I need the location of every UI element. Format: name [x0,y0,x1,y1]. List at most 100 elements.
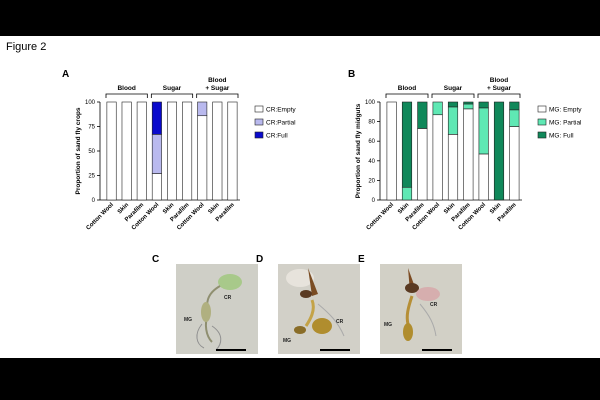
x-tick-label: Skin [397,202,410,215]
bar-segment [463,103,474,110]
bar-segment [493,101,505,201]
bar-segment [151,173,162,201]
bar-segment [432,101,443,116]
bar-segment [197,115,208,201]
micrograph-d: CR MG [278,264,360,354]
x-tick-label: Skin [117,202,130,215]
y-tick-label: 60 [368,139,375,145]
annotation-mg-e: MG [384,322,393,328]
group-label: Blood [208,77,226,84]
y-tick-label: 0 [92,198,96,204]
bar-segment [447,101,459,108]
x-tick-label: Skin [162,202,175,215]
bar-segment [417,128,428,201]
y-tick-label: 75 [88,125,95,131]
y-tick-label: 100 [85,100,96,106]
annotation-mg-d: MG [283,338,292,344]
micrograph-c: CR MG [176,264,258,354]
group-label: Blood [117,85,135,92]
legend-label: MG: Full [549,133,574,140]
figure-title: Figure 2 [6,41,47,53]
y-tick-label: 50 [88,149,95,155]
group-label: Sugar [163,85,182,92]
group-bracket [196,93,239,98]
y-axis-label: Proportion of sand fly midguts [355,103,362,198]
annotation-cr-e: CR [430,302,438,308]
bar-segment [463,108,474,201]
x-tick-label: Skin [208,202,221,215]
legend-swatch [537,118,547,126]
bar-segment [182,101,193,201]
bar-segment [478,107,489,155]
bar-segment [151,134,162,174]
x-tick-label: Skin [443,202,456,215]
scale-bar-c [216,349,246,351]
bar-segment [432,114,443,201]
bar-segment [197,101,208,117]
y-tick-label: 25 [88,174,95,180]
y-tick-label: 40 [368,159,375,165]
panel-label: A [62,69,69,80]
annotation-mg-c: MG [184,317,193,323]
panel-label-d: D [256,254,264,265]
legend-swatch [537,131,547,139]
legend-label: MG: Empty [549,107,582,114]
group-bracket [431,93,475,98]
bar-segment [167,101,177,201]
legend-swatch [254,118,264,126]
y-tick-label: 100 [365,100,376,106]
bar-segment [509,101,520,111]
y-axis-label: Proportion of sand fly crops [75,107,82,194]
y-tick-label: 20 [368,178,375,184]
dissected-gut-d [286,268,345,337]
group-label: Sugar [444,85,463,92]
group-bracket [385,93,429,98]
bar-segment [447,106,459,135]
bar-segment [509,109,520,127]
group-label: + Sugar [205,85,229,92]
bar-segment [463,101,474,105]
group-label: Blood [398,85,416,92]
legend-swatch [254,105,264,113]
legend-swatch [537,105,547,113]
bar-segment [401,101,413,188]
bar-segment [417,101,428,129]
bar-segment [227,101,238,201]
panel-label-c: C [152,254,160,265]
x-tick-label: Skin [489,202,502,215]
y-tick-label: 0 [372,198,376,204]
x-tick-label: Cotton Wool [366,202,396,232]
legend-label: MG: Partial [549,120,582,127]
legend-label: CR:Partial [266,120,296,127]
legend-label: CR:Empty [266,107,296,114]
scale-bar-d [320,349,350,351]
bar-segment [478,101,489,109]
group-bracket [105,93,148,98]
dissected-gut-e [403,268,440,341]
micrograph-e: CR MG [380,264,462,354]
annotation-cr-d: CR [336,319,344,325]
annotation-cr-c: CR [224,295,232,301]
bar-segment [386,101,397,201]
scale-bar-e [422,349,452,351]
group-label: + Sugar [487,85,511,92]
bar-segment [447,134,459,201]
x-tick-label: Cotton Wool [86,202,116,232]
bar-segment [478,153,489,201]
bar-segment [121,101,132,201]
panel-label-e: E [358,254,365,265]
legend-label: CR:Full [266,133,288,140]
bar-segment [151,101,162,135]
figure-panel: Figure 2 A 0 25 50 75 100 Proportion of sand f… [0,36,600,358]
panel-label: B [348,69,355,80]
bar-segment [106,101,117,201]
group-bracket [150,93,194,98]
bar-segment [212,101,223,201]
group-label: Blood [490,77,508,84]
y-tick-label: 80 [368,120,375,126]
dissected-gut-c [196,274,242,351]
bar-segment [401,186,413,201]
legend-swatch [254,131,264,139]
